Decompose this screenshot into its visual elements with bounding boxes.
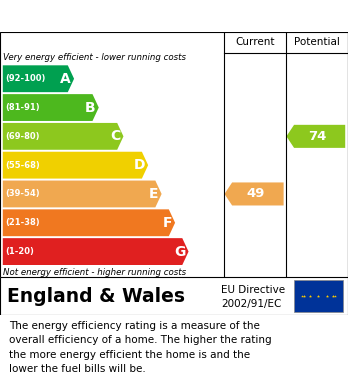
Polygon shape — [3, 238, 189, 265]
Text: (55-68): (55-68) — [5, 161, 40, 170]
Polygon shape — [3, 181, 161, 207]
Text: England & Wales: England & Wales — [7, 287, 185, 305]
Text: B: B — [85, 100, 96, 115]
Text: (92-100): (92-100) — [5, 74, 45, 83]
Text: (69-80): (69-80) — [5, 132, 39, 141]
Text: 2002/91/EC: 2002/91/EC — [221, 299, 281, 308]
Polygon shape — [3, 65, 74, 92]
Text: A: A — [60, 72, 71, 86]
Polygon shape — [3, 152, 148, 179]
Text: 49: 49 — [246, 187, 264, 201]
Text: Energy Efficiency Rating: Energy Efficiency Rating — [10, 7, 239, 25]
Text: (1-20): (1-20) — [5, 247, 34, 256]
Text: F: F — [163, 216, 172, 230]
Text: E: E — [149, 187, 158, 201]
Text: The energy efficiency rating is a measure of the
overall efficiency of a home. T: The energy efficiency rating is a measur… — [9, 321, 271, 374]
Text: D: D — [134, 158, 145, 172]
Text: G: G — [174, 245, 185, 258]
Polygon shape — [286, 125, 345, 148]
Text: (39-54): (39-54) — [5, 190, 39, 199]
Polygon shape — [3, 94, 99, 121]
Text: Very energy efficient - lower running costs: Very energy efficient - lower running co… — [3, 53, 187, 62]
Text: Current: Current — [236, 38, 275, 47]
Polygon shape — [3, 209, 175, 236]
Text: Not energy efficient - higher running costs: Not energy efficient - higher running co… — [3, 267, 187, 276]
Polygon shape — [3, 123, 124, 150]
Text: (21-38): (21-38) — [5, 218, 39, 227]
Text: 74: 74 — [308, 130, 326, 143]
Text: EU Directive: EU Directive — [221, 285, 285, 295]
Text: (81-91): (81-91) — [5, 103, 39, 112]
Text: Potential: Potential — [294, 38, 340, 47]
Text: C: C — [110, 129, 120, 143]
Polygon shape — [224, 183, 284, 206]
Bar — [294, 280, 343, 312]
